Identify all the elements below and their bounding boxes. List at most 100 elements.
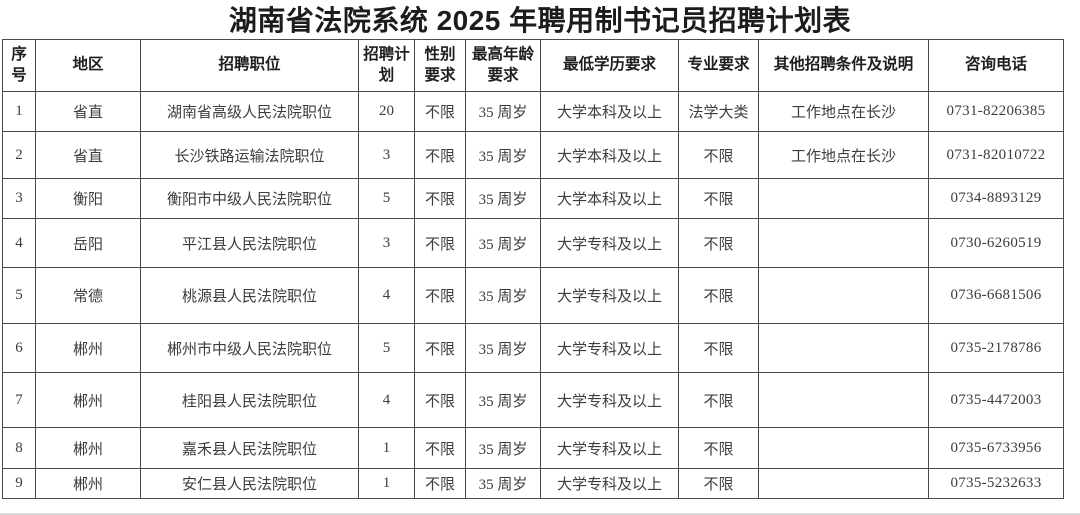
cell-min_education: 大学本科及以上 [540,178,679,219]
cell-position: 嘉禾县人民法院职位 [140,427,359,469]
cell-region: 郴州 [35,372,141,428]
cell-phone: 0736-6681506 [928,267,1064,324]
cell-region: 省直 [35,131,141,179]
cell-other_conditions: 工作地点在长沙 [758,91,929,132]
cell-openings: 4 [358,267,415,324]
cell-other_conditions: 工作地点在长沙 [758,131,929,179]
cell-openings: 5 [358,178,415,219]
cell-major: 不限 [678,178,759,219]
cell-position: 郴州市中级人民法院职位 [140,323,359,373]
cell-gender: 不限 [414,468,466,499]
table-row: 4 岳阳 平江县人民法院职位 3 不限 35 周岁 大学专科及以上 不限 0730-626051… [2,218,1064,268]
cell-max_age: 35 周岁 [465,267,541,324]
cell-other_conditions [758,372,929,428]
cell-position: 长沙铁路运输法院职位 [140,131,359,179]
cell-max_age: 35 周岁 [465,218,541,268]
cell-index: 3 [2,178,36,219]
cell-min_education: 大学专科及以上 [540,323,679,373]
cell-gender: 不限 [414,218,466,268]
table-row: 3 衡阳 衡阳市中级人民法院职位 5 不限 35 周岁 大学本科及以上 不限 0734-8893… [2,178,1064,219]
cell-openings: 1 [358,427,415,469]
cell-major: 不限 [678,323,759,373]
cell-openings: 5 [358,323,415,373]
cell-major: 不限 [678,131,759,179]
cell-index: 7 [2,372,36,428]
cell-gender: 不限 [414,372,466,428]
cell-phone: 0735-6733956 [928,427,1064,469]
header-row: 序号 地区 招聘职位 招聘计划 性别要求 最高年龄要求 最低学历要求 专业要求 其他招聘条件及说… [2,39,1064,92]
cell-index: 5 [2,267,36,324]
column-header-other_conditions: 其他招聘条件及说明 [758,39,929,92]
column-header-position: 招聘职位 [140,39,359,92]
cell-max_age: 35 周岁 [465,91,541,132]
cell-phone: 0731-82010722 [928,131,1064,179]
page-title: 湖南省法院系统 2025 年聘用制书记员招聘计划表 [228,5,852,36]
cell-index: 8 [2,427,36,469]
cell-region: 常德 [35,267,141,324]
cell-phone: 0735-2178786 [928,323,1064,373]
cell-phone: 0734-8893129 [928,178,1064,219]
table-row: 2 省直 长沙铁路运输法院职位 3 不限 35 周岁 大学本科及以上 不限 工作地点在长沙 073… [2,131,1064,179]
cell-min_education: 大学专科及以上 [540,372,679,428]
cell-phone: 0730-6260519 [928,218,1064,268]
cell-index: 1 [2,91,36,132]
cell-openings: 3 [358,218,415,268]
cell-other_conditions [758,267,929,324]
cell-index: 6 [2,323,36,373]
cell-openings: 4 [358,372,415,428]
cell-position: 平江县人民法院职位 [140,218,359,268]
cell-position: 桂阳县人民法院职位 [140,372,359,428]
cell-openings: 3 [358,131,415,179]
recruitment-plan-table: 序号 地区 招聘职位 招聘计划 性别要求 最高年龄要求 最低学历要求 专业要求 其他招聘条件及说… [2,39,1064,499]
cell-major: 不限 [678,267,759,324]
cell-other_conditions [758,323,929,373]
cell-max_age: 35 周岁 [465,178,541,219]
cell-region: 岳阳 [35,218,141,268]
cell-region: 省直 [35,91,141,132]
cell-position: 安仁县人民法院职位 [140,468,359,499]
column-header-max_age: 最高年龄要求 [465,39,541,92]
cell-gender: 不限 [414,131,466,179]
table-row: 9 郴州 安仁县人民法院职位 1 不限 35 周岁 大学专科及以上 不限 0735-523263… [2,468,1064,499]
cell-max_age: 35 周岁 [465,468,541,499]
cell-max_age: 35 周岁 [465,427,541,469]
cell-other_conditions [758,218,929,268]
column-header-region: 地区 [35,39,141,92]
cell-position: 桃源县人民法院职位 [140,267,359,324]
cell-min_education: 大学专科及以上 [540,427,679,469]
cell-index: 9 [2,468,36,499]
column-header-openings: 招聘计划 [358,39,415,92]
cell-region: 郴州 [35,427,141,469]
cell-index: 2 [2,131,36,179]
column-header-major: 专业要求 [678,39,759,92]
cell-phone: 0735-5232633 [928,468,1064,499]
table-row: 5 常德 桃源县人民法院职位 4 不限 35 周岁 大学专科及以上 不限 0736-668150… [2,267,1064,324]
cell-min_education: 大学专科及以上 [540,267,679,324]
cell-major: 不限 [678,468,759,499]
cell-index: 4 [2,218,36,268]
cell-region: 衡阳 [35,178,141,219]
bottom-edge-line [0,513,1080,515]
cell-min_education: 大学专科及以上 [540,468,679,499]
cell-min_education: 大学专科及以上 [540,218,679,268]
cell-other_conditions [758,427,929,469]
table-row: 7 郴州 桂阳县人民法院职位 4 不限 35 周岁 大学专科及以上 不限 0735-447200… [2,372,1064,428]
cell-other_conditions [758,178,929,219]
cell-min_education: 大学本科及以上 [540,91,679,132]
cell-min_education: 大学本科及以上 [540,131,679,179]
cell-major: 不限 [678,218,759,268]
cell-major: 法学大类 [678,91,759,132]
table-header: 序号 地区 招聘职位 招聘计划 性别要求 最高年龄要求 最低学历要求 专业要求 其他招聘条件及说… [2,39,1064,92]
cell-position: 湖南省高级人民法院职位 [140,91,359,132]
column-header-phone: 咨询电话 [928,39,1064,92]
cell-gender: 不限 [414,91,466,132]
column-header-gender: 性别要求 [414,39,466,92]
column-header-index: 序号 [2,39,36,92]
cell-region: 郴州 [35,323,141,373]
table-row: 8 郴州 嘉禾县人民法院职位 1 不限 35 周岁 大学专科及以上 不限 0735-673395… [2,427,1064,469]
cell-other_conditions [758,468,929,499]
cell-openings: 20 [358,91,415,132]
cell-major: 不限 [678,372,759,428]
cell-gender: 不限 [414,323,466,373]
